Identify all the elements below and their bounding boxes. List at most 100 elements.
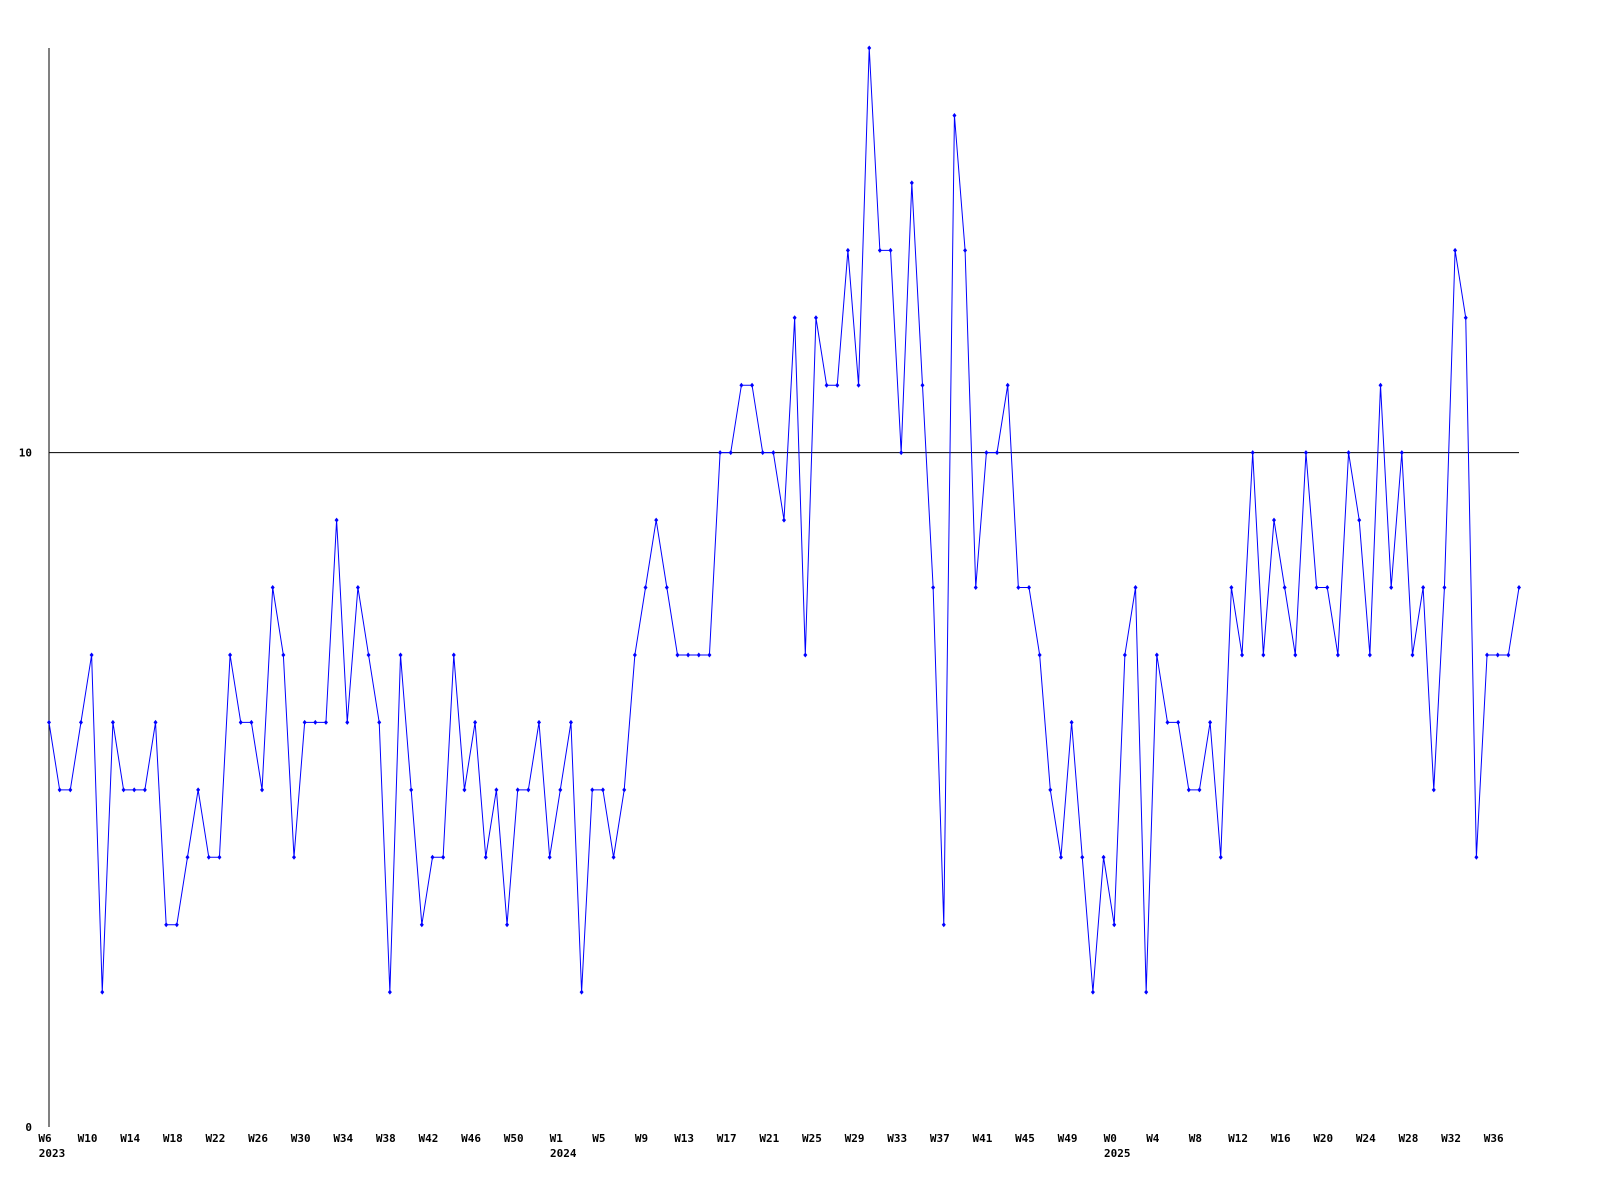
data-point bbox=[292, 854, 296, 860]
data-point bbox=[643, 585, 648, 590]
data-point bbox=[260, 787, 265, 793]
data-point bbox=[1005, 382, 1010, 388]
data-point bbox=[877, 247, 882, 253]
data-point bbox=[1293, 652, 1298, 658]
data-point bbox=[355, 585, 360, 590]
x-tick-label: W17 bbox=[717, 1132, 737, 1145]
x-tick-label: W30 bbox=[291, 1132, 311, 1145]
data-point bbox=[920, 382, 925, 388]
data-point bbox=[1463, 315, 1468, 321]
data-point bbox=[824, 382, 829, 388]
data-point bbox=[473, 719, 478, 725]
data-point bbox=[68, 787, 73, 793]
x-tick-label: W9 bbox=[635, 1132, 648, 1145]
data-point bbox=[174, 922, 179, 928]
x-tick-label: W5 bbox=[592, 1132, 605, 1145]
data-point bbox=[899, 450, 904, 456]
data-point bbox=[302, 719, 307, 725]
data-point bbox=[973, 585, 978, 590]
data-point bbox=[739, 382, 744, 388]
data-point bbox=[1378, 382, 1383, 388]
data-point bbox=[1122, 652, 1127, 658]
data-point bbox=[1399, 450, 1404, 456]
year-label: 2023 bbox=[39, 1147, 66, 1160]
data-point bbox=[1240, 652, 1245, 658]
year-label: 2025 bbox=[1104, 1147, 1131, 1160]
x-tick-label: W38 bbox=[376, 1132, 396, 1145]
data-point bbox=[568, 719, 573, 725]
data-point bbox=[1250, 450, 1255, 456]
x-tick-label: W42 bbox=[419, 1132, 439, 1145]
x-tick-label: W28 bbox=[1399, 1132, 1419, 1145]
data-point bbox=[451, 652, 456, 658]
data-point bbox=[121, 787, 126, 793]
x-tick-label: W22 bbox=[205, 1132, 225, 1145]
data-point bbox=[206, 854, 211, 860]
data-point bbox=[1421, 585, 1426, 590]
data-point bbox=[419, 922, 424, 928]
data-point bbox=[409, 787, 414, 793]
data-point bbox=[984, 450, 989, 456]
x-tick-label: W32 bbox=[1441, 1132, 1461, 1145]
x-tick-label: W46 bbox=[461, 1132, 481, 1145]
data-point bbox=[1090, 989, 1095, 995]
data-point bbox=[185, 854, 190, 860]
data-point bbox=[1144, 989, 1149, 995]
data-point bbox=[1080, 854, 1085, 860]
data-point bbox=[845, 247, 850, 253]
x-tick-label: W6 bbox=[38, 1132, 52, 1145]
data-point bbox=[547, 854, 552, 860]
data-point bbox=[888, 247, 893, 253]
x-tick-label: W41 bbox=[972, 1132, 992, 1145]
y-tick-label: 10 bbox=[19, 447, 32, 460]
x-tick-label: W1 bbox=[550, 1132, 564, 1145]
data-point bbox=[462, 787, 467, 793]
data-point bbox=[590, 787, 595, 793]
data-point bbox=[89, 652, 94, 658]
data-point bbox=[1133, 585, 1138, 590]
data-point bbox=[1495, 652, 1500, 658]
x-tick-label: W13 bbox=[674, 1132, 694, 1145]
data-point bbox=[153, 719, 158, 725]
data-point bbox=[792, 315, 797, 321]
data-point bbox=[1517, 585, 1521, 590]
data-point bbox=[164, 922, 169, 928]
data-point bbox=[835, 382, 840, 388]
data-point bbox=[1314, 585, 1319, 590]
data-point bbox=[1261, 652, 1266, 658]
y-tick-label: 0 bbox=[25, 1121, 32, 1134]
data-point bbox=[1506, 652, 1511, 658]
data-point bbox=[1176, 719, 1181, 725]
data-point bbox=[483, 854, 488, 860]
data-point bbox=[1431, 787, 1436, 793]
x-tick-label: W20 bbox=[1313, 1132, 1333, 1145]
data-point bbox=[963, 247, 968, 253]
x-tick-label: W21 bbox=[759, 1132, 779, 1145]
data-point bbox=[1453, 247, 1458, 253]
x-tick-label: W36 bbox=[1484, 1132, 1504, 1145]
data-point bbox=[505, 922, 510, 928]
data-point bbox=[1101, 854, 1106, 860]
data-point bbox=[750, 382, 755, 388]
data-point bbox=[398, 652, 403, 658]
data-point bbox=[707, 652, 712, 658]
data-point bbox=[1218, 854, 1223, 860]
data-point bbox=[995, 450, 1000, 456]
data-point bbox=[366, 652, 371, 658]
data-point bbox=[1154, 652, 1159, 658]
data-point bbox=[537, 719, 541, 725]
data-point bbox=[760, 450, 765, 456]
x-tick-label: W50 bbox=[504, 1132, 524, 1145]
data-point bbox=[196, 787, 201, 793]
data-point bbox=[345, 719, 350, 725]
data-point bbox=[1282, 585, 1287, 590]
data-point bbox=[1442, 585, 1447, 590]
data-point bbox=[664, 585, 669, 590]
data-point bbox=[622, 787, 627, 793]
data-point bbox=[867, 45, 872, 51]
data-point bbox=[558, 787, 563, 793]
data-point bbox=[47, 719, 51, 725]
data-point bbox=[142, 787, 147, 793]
